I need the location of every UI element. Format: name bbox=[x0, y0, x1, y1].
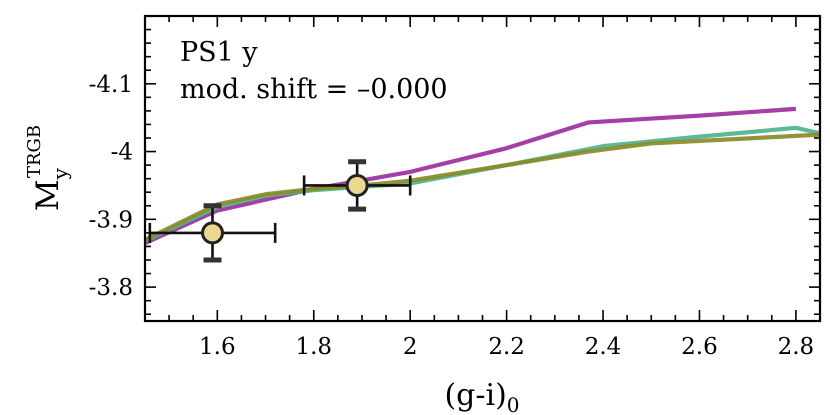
x-tick-label: 2.8 bbox=[778, 334, 815, 360]
series-layer bbox=[145, 106, 820, 245]
x-tick-label: 2.4 bbox=[585, 334, 622, 360]
series-line-model-olive bbox=[145, 132, 820, 242]
series-line-model-teal bbox=[145, 125, 820, 243]
y-tick-label: -4.1 bbox=[89, 72, 133, 98]
annotation-band: PS1 y bbox=[180, 37, 258, 68]
data-point-1 bbox=[148, 203, 277, 263]
series-line-model-magenta bbox=[145, 106, 797, 245]
y-axis-title-sup: TRGB bbox=[24, 125, 45, 178]
x-tick-label: 1.8 bbox=[295, 334, 332, 360]
y-tick-label: -3.9 bbox=[89, 207, 133, 233]
x-axis-title-sub: 0 bbox=[507, 393, 520, 415]
x-axis-title: (g-i)0 bbox=[444, 378, 519, 415]
y-axis-title: MyTRGB bbox=[24, 125, 72, 211]
y-axis-title-sub: y bbox=[48, 167, 72, 180]
data-point-2 bbox=[302, 159, 412, 212]
y-tick-label: -3.8 bbox=[89, 275, 133, 301]
x-tick-label: 1.6 bbox=[199, 334, 236, 360]
data-point-marker bbox=[345, 173, 369, 197]
x-tick-label: 2.2 bbox=[488, 334, 525, 360]
points-layer bbox=[148, 159, 412, 263]
x-axis-title-main: (g-i) bbox=[444, 378, 506, 413]
data-point-marker bbox=[201, 221, 224, 245]
x-tick-label: 2.6 bbox=[681, 334, 718, 360]
y-axis-title-main: M bbox=[30, 179, 66, 211]
y-axis-title-group: MyTRGB bbox=[24, 125, 72, 211]
x-tick-label: 2 bbox=[403, 334, 418, 360]
y-tick-label: -4 bbox=[111, 140, 133, 166]
tick-labels-layer: 1.6 1.8 2 2.2 2.4 2.6 2.8 -4.1 -4 -3.9 -3.8 bbox=[89, 72, 815, 360]
ticks-layer bbox=[144, 15, 821, 321]
annotation-shift: mod. shift = –0.000 bbox=[180, 74, 448, 105]
